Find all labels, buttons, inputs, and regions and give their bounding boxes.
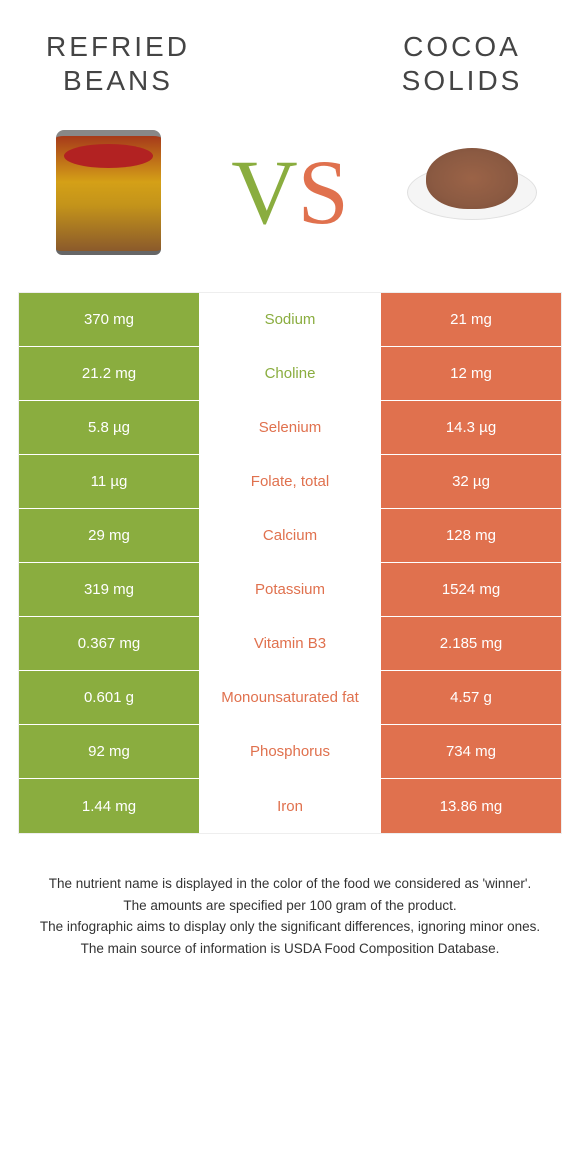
left-value-cell: 319 mg	[19, 563, 199, 616]
right-value-cell: 21 mg	[381, 293, 561, 346]
left-value-cell: 1.44 mg	[19, 779, 199, 833]
right-value-cell: 1524 mg	[381, 563, 561, 616]
nutrient-label-cell: Phosphorus	[199, 725, 381, 778]
right-value-cell: 128 mg	[381, 509, 561, 562]
nutrient-row: 370 mgSodium21 mg	[19, 293, 561, 347]
nutrient-row: 0.367 mgVitamin B32.185 mg	[19, 617, 561, 671]
left-value-cell: 370 mg	[19, 293, 199, 346]
left-value-cell: 29 mg	[19, 509, 199, 562]
left-value-cell: 0.601 g	[19, 671, 199, 724]
right-value-cell: 13.86 mg	[381, 779, 561, 833]
vs-label: VS	[231, 146, 349, 238]
right-value-cell: 2.185 mg	[381, 617, 561, 670]
left-value-cell: 0.367 mg	[19, 617, 199, 670]
nutrient-comparison-table: 370 mgSodium21 mg21.2 mgCholine12 mg5.8 …	[18, 292, 562, 834]
footer-line: The amounts are specified per 100 gram o…	[28, 896, 552, 916]
footer-notes: The nutrient name is displayed in the co…	[18, 874, 562, 958]
cocoa-solids-plate-icon	[407, 165, 537, 220]
right-food-image	[402, 122, 542, 262]
nutrient-row: 11 µgFolate, total32 µg	[19, 455, 561, 509]
nutrient-row: 92 mgPhosphorus734 mg	[19, 725, 561, 779]
refried-beans-can-icon	[56, 130, 161, 255]
footer-line: The nutrient name is displayed in the co…	[28, 874, 552, 894]
left-food-image	[38, 122, 178, 262]
vs-letter-s: S	[298, 141, 349, 243]
header-titles: REFRIED BEANS COCOA SOLIDS	[18, 30, 562, 97]
right-value-cell: 4.57 g	[381, 671, 561, 724]
vs-letter-v: V	[231, 141, 297, 243]
nutrient-label-cell: Calcium	[199, 509, 381, 562]
right-value-cell: 14.3 µg	[381, 401, 561, 454]
left-food-title: REFRIED BEANS	[18, 30, 218, 97]
nutrient-label-cell: Choline	[199, 347, 381, 400]
left-value-cell: 5.8 µg	[19, 401, 199, 454]
footer-line: The infographic aims to display only the…	[28, 917, 552, 937]
nutrient-label-cell: Monounsaturated fat	[199, 671, 381, 724]
images-row: VS	[18, 122, 562, 262]
nutrient-label-cell: Sodium	[199, 293, 381, 346]
nutrient-row: 1.44 mgIron13.86 mg	[19, 779, 561, 833]
nutrient-label-cell: Vitamin B3	[199, 617, 381, 670]
nutrient-row: 319 mgPotassium1524 mg	[19, 563, 561, 617]
right-value-cell: 32 µg	[381, 455, 561, 508]
nutrient-label-cell: Potassium	[199, 563, 381, 616]
nutrient-label-cell: Selenium	[199, 401, 381, 454]
left-value-cell: 92 mg	[19, 725, 199, 778]
footer-line: The main source of information is USDA F…	[28, 939, 552, 959]
left-value-cell: 11 µg	[19, 455, 199, 508]
left-value-cell: 21.2 mg	[19, 347, 199, 400]
nutrient-row: 21.2 mgCholine12 mg	[19, 347, 561, 401]
nutrient-label-cell: Folate, total	[199, 455, 381, 508]
nutrient-row: 29 mgCalcium128 mg	[19, 509, 561, 563]
nutrient-row: 0.601 gMonounsaturated fat4.57 g	[19, 671, 561, 725]
right-food-title: COCOA SOLIDS	[362, 30, 562, 97]
nutrient-row: 5.8 µgSelenium14.3 µg	[19, 401, 561, 455]
right-value-cell: 12 mg	[381, 347, 561, 400]
right-value-cell: 734 mg	[381, 725, 561, 778]
nutrient-label-cell: Iron	[199, 779, 381, 833]
